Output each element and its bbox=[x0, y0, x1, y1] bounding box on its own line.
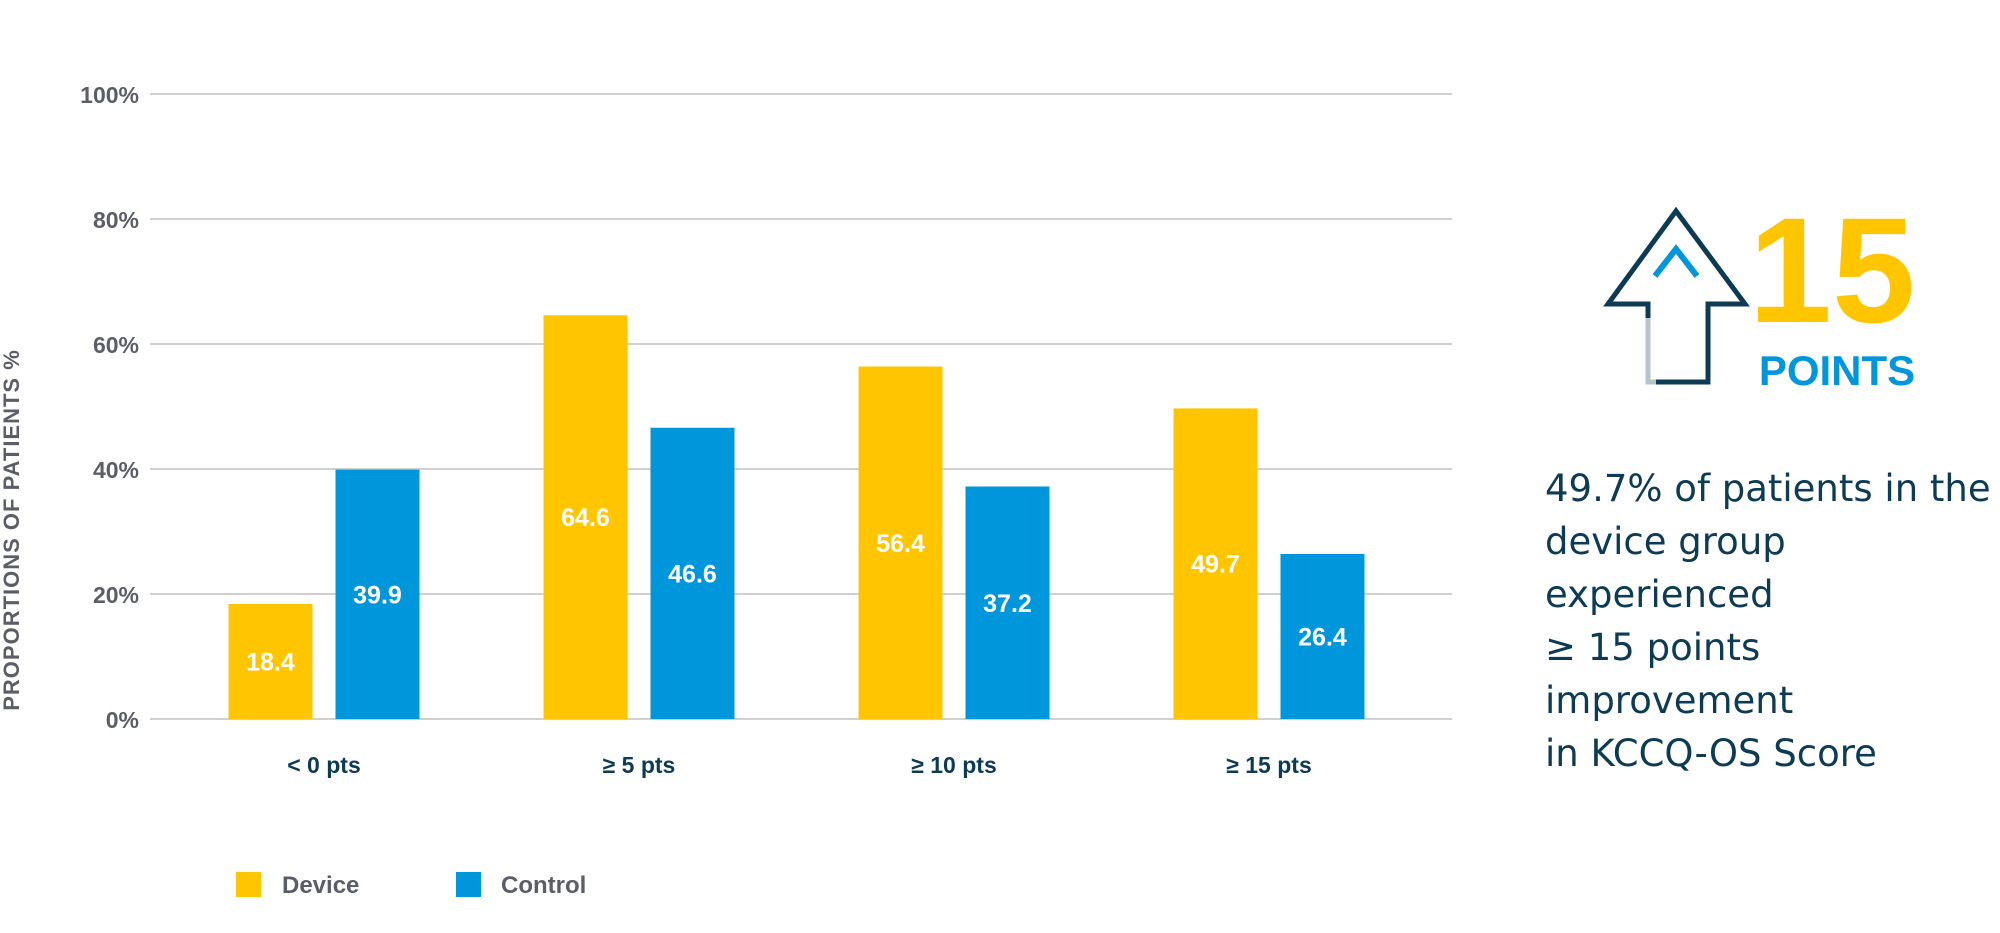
x-category-label: ≥ 5 pts bbox=[603, 752, 676, 778]
y-tick-label: 60% bbox=[93, 332, 139, 358]
data-label-control: 46.6 bbox=[668, 560, 717, 588]
y-tick-label: 80% bbox=[93, 207, 139, 233]
callout-line: in KCCQ-OS Score bbox=[1545, 732, 1877, 775]
bar-device bbox=[543, 315, 628, 719]
callout-line: ≥ 15 points improvement bbox=[1545, 626, 1794, 722]
callout-text: 49.7% of patients in the device group ex… bbox=[1545, 462, 2000, 780]
legend-label-control: Control bbox=[501, 872, 586, 899]
x-category-label: ≥ 15 pts bbox=[1226, 752, 1312, 778]
bar-device bbox=[228, 604, 313, 719]
y-tick-label: 40% bbox=[93, 457, 139, 483]
data-label-device: 49.7 bbox=[1191, 551, 1240, 579]
data-labels: 18.4 39.9 64.6 46.6 56.4 37.2 49.7 26.4 bbox=[246, 504, 1347, 676]
highlight-badge: 15 POINTS bbox=[1603, 186, 1916, 394]
y-tick-label: 100% bbox=[80, 82, 139, 108]
data-label-control: 26.4 bbox=[1298, 624, 1347, 652]
data-label-device: 18.4 bbox=[246, 649, 295, 677]
x-category-label: ≥ 10 pts bbox=[911, 752, 997, 778]
data-label-control: 39.9 bbox=[353, 581, 402, 609]
bar-device bbox=[1173, 408, 1258, 719]
bar-control bbox=[1280, 554, 1365, 719]
x-axis-categories: < 0 pts ≥ 5 pts ≥ 10 pts ≥ 15 pts bbox=[287, 752, 1312, 778]
legend-swatch-device bbox=[236, 872, 261, 897]
up-arrow-icon bbox=[1603, 206, 1750, 386]
data-label-device: 64.6 bbox=[561, 504, 610, 532]
bar-device bbox=[858, 366, 943, 719]
y-axis-ticks: 0% 20% 40% 60% 80% 100% bbox=[80, 82, 139, 733]
legend: Device Control bbox=[236, 872, 586, 899]
bar-control bbox=[335, 469, 420, 719]
bar-control bbox=[965, 486, 1050, 719]
highlight-number: 15 bbox=[1749, 186, 1916, 354]
legend-label-device: Device bbox=[282, 872, 359, 899]
data-label-device: 56.4 bbox=[876, 530, 925, 558]
callout-line: 49.7% of patients in the bbox=[1545, 467, 1991, 510]
highlight-word: POINTS bbox=[1759, 347, 1915, 394]
data-label-control: 37.2 bbox=[983, 590, 1032, 618]
bar-control bbox=[650, 427, 735, 719]
x-category-label: < 0 pts bbox=[287, 752, 361, 778]
callout-line: device group experienced bbox=[1545, 520, 1786, 616]
y-axis-label: PROPORTIONS OF PATIENTS % bbox=[0, 349, 24, 711]
y-tick-label: 20% bbox=[93, 582, 139, 608]
y-tick-label: 0% bbox=[106, 707, 139, 733]
legend-swatch-control bbox=[456, 872, 481, 897]
bars bbox=[228, 315, 1365, 719]
